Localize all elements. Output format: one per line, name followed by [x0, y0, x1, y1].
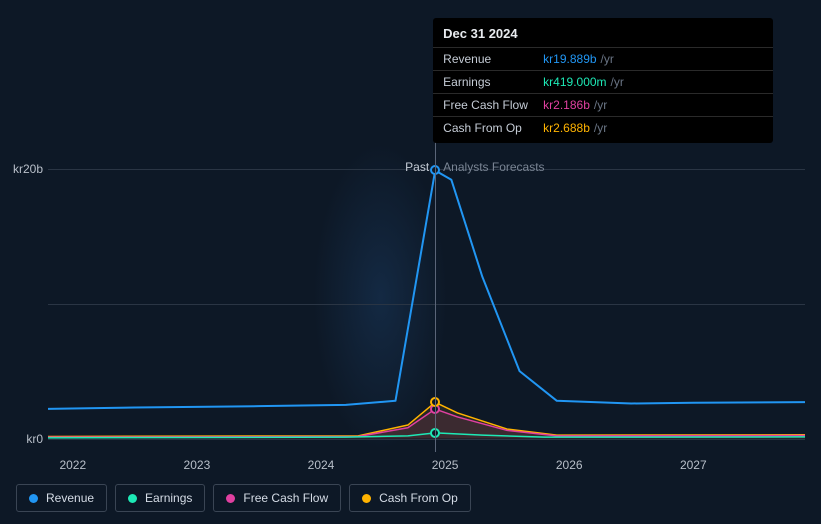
tooltip-row-unit: /yr: [594, 121, 607, 135]
plot-area[interactable]: Past Analysts Forecasts: [48, 142, 805, 452]
tooltip-row-label: Revenue: [443, 52, 543, 66]
legend-label: Earnings: [145, 491, 192, 505]
y-axis-label: kr20b: [13, 162, 43, 176]
chart-svg: [48, 142, 805, 452]
x-axis-tick: 2026: [556, 458, 583, 472]
tooltip-row-value: kr2.688b: [543, 121, 590, 135]
legend-label: Free Cash Flow: [243, 491, 328, 505]
tooltip-row-label: Cash From Op: [443, 121, 543, 135]
x-axis-tick: 2025: [432, 458, 459, 472]
tooltip-row-label: Free Cash Flow: [443, 98, 543, 112]
tooltip-row-value: kr2.186b: [543, 98, 590, 112]
y-axis-label: kr0: [26, 432, 43, 446]
legend-item[interactable]: Earnings: [115, 484, 205, 512]
tooltip-row-value: kr419.000m: [543, 75, 606, 89]
legend-swatch: [362, 494, 371, 503]
legend-swatch: [226, 494, 235, 503]
legend-swatch: [29, 494, 38, 503]
tooltip-row: Earningskr419.000m/yr: [433, 70, 773, 93]
past-label: Past: [405, 160, 429, 174]
legend-label: Cash From Op: [379, 491, 458, 505]
x-axis-tick: 2024: [308, 458, 335, 472]
legend-item[interactable]: Free Cash Flow: [213, 484, 341, 512]
tooltip-row: Revenuekr19.889b/yr: [433, 47, 773, 70]
tooltip-row-unit: /yr: [601, 52, 614, 66]
tooltip-row: Free Cash Flowkr2.186b/yr: [433, 93, 773, 116]
tooltip-row-unit: /yr: [594, 98, 607, 112]
tooltip-row: Cash From Opkr2.688b/yr: [433, 116, 773, 139]
tooltip-row-unit: /yr: [611, 75, 624, 89]
x-axis-tick: 2023: [184, 458, 211, 472]
x-axis-tick: 2027: [680, 458, 707, 472]
tooltip-row-label: Earnings: [443, 75, 543, 89]
x-axis-tick: 2022: [59, 458, 86, 472]
tooltip-date: Dec 31 2024: [433, 24, 773, 47]
forecast-label: Analysts Forecasts: [443, 160, 544, 174]
legend-item[interactable]: Revenue: [16, 484, 107, 512]
tooltip-row-value: kr19.889b: [543, 52, 596, 66]
tooltip: Dec 31 2024 Revenuekr19.889b/yrEarningsk…: [433, 18, 773, 143]
legend: Revenue Earnings Free Cash Flow Cash From O…: [16, 484, 471, 512]
legend-swatch: [128, 494, 137, 503]
chart-container: Past Analysts Forecasts kr0 kr20b 2022 202…: [16, 10, 805, 480]
legend-label: Revenue: [46, 491, 94, 505]
legend-item[interactable]: Cash From Op: [349, 484, 471, 512]
cursor-line: [435, 142, 436, 452]
